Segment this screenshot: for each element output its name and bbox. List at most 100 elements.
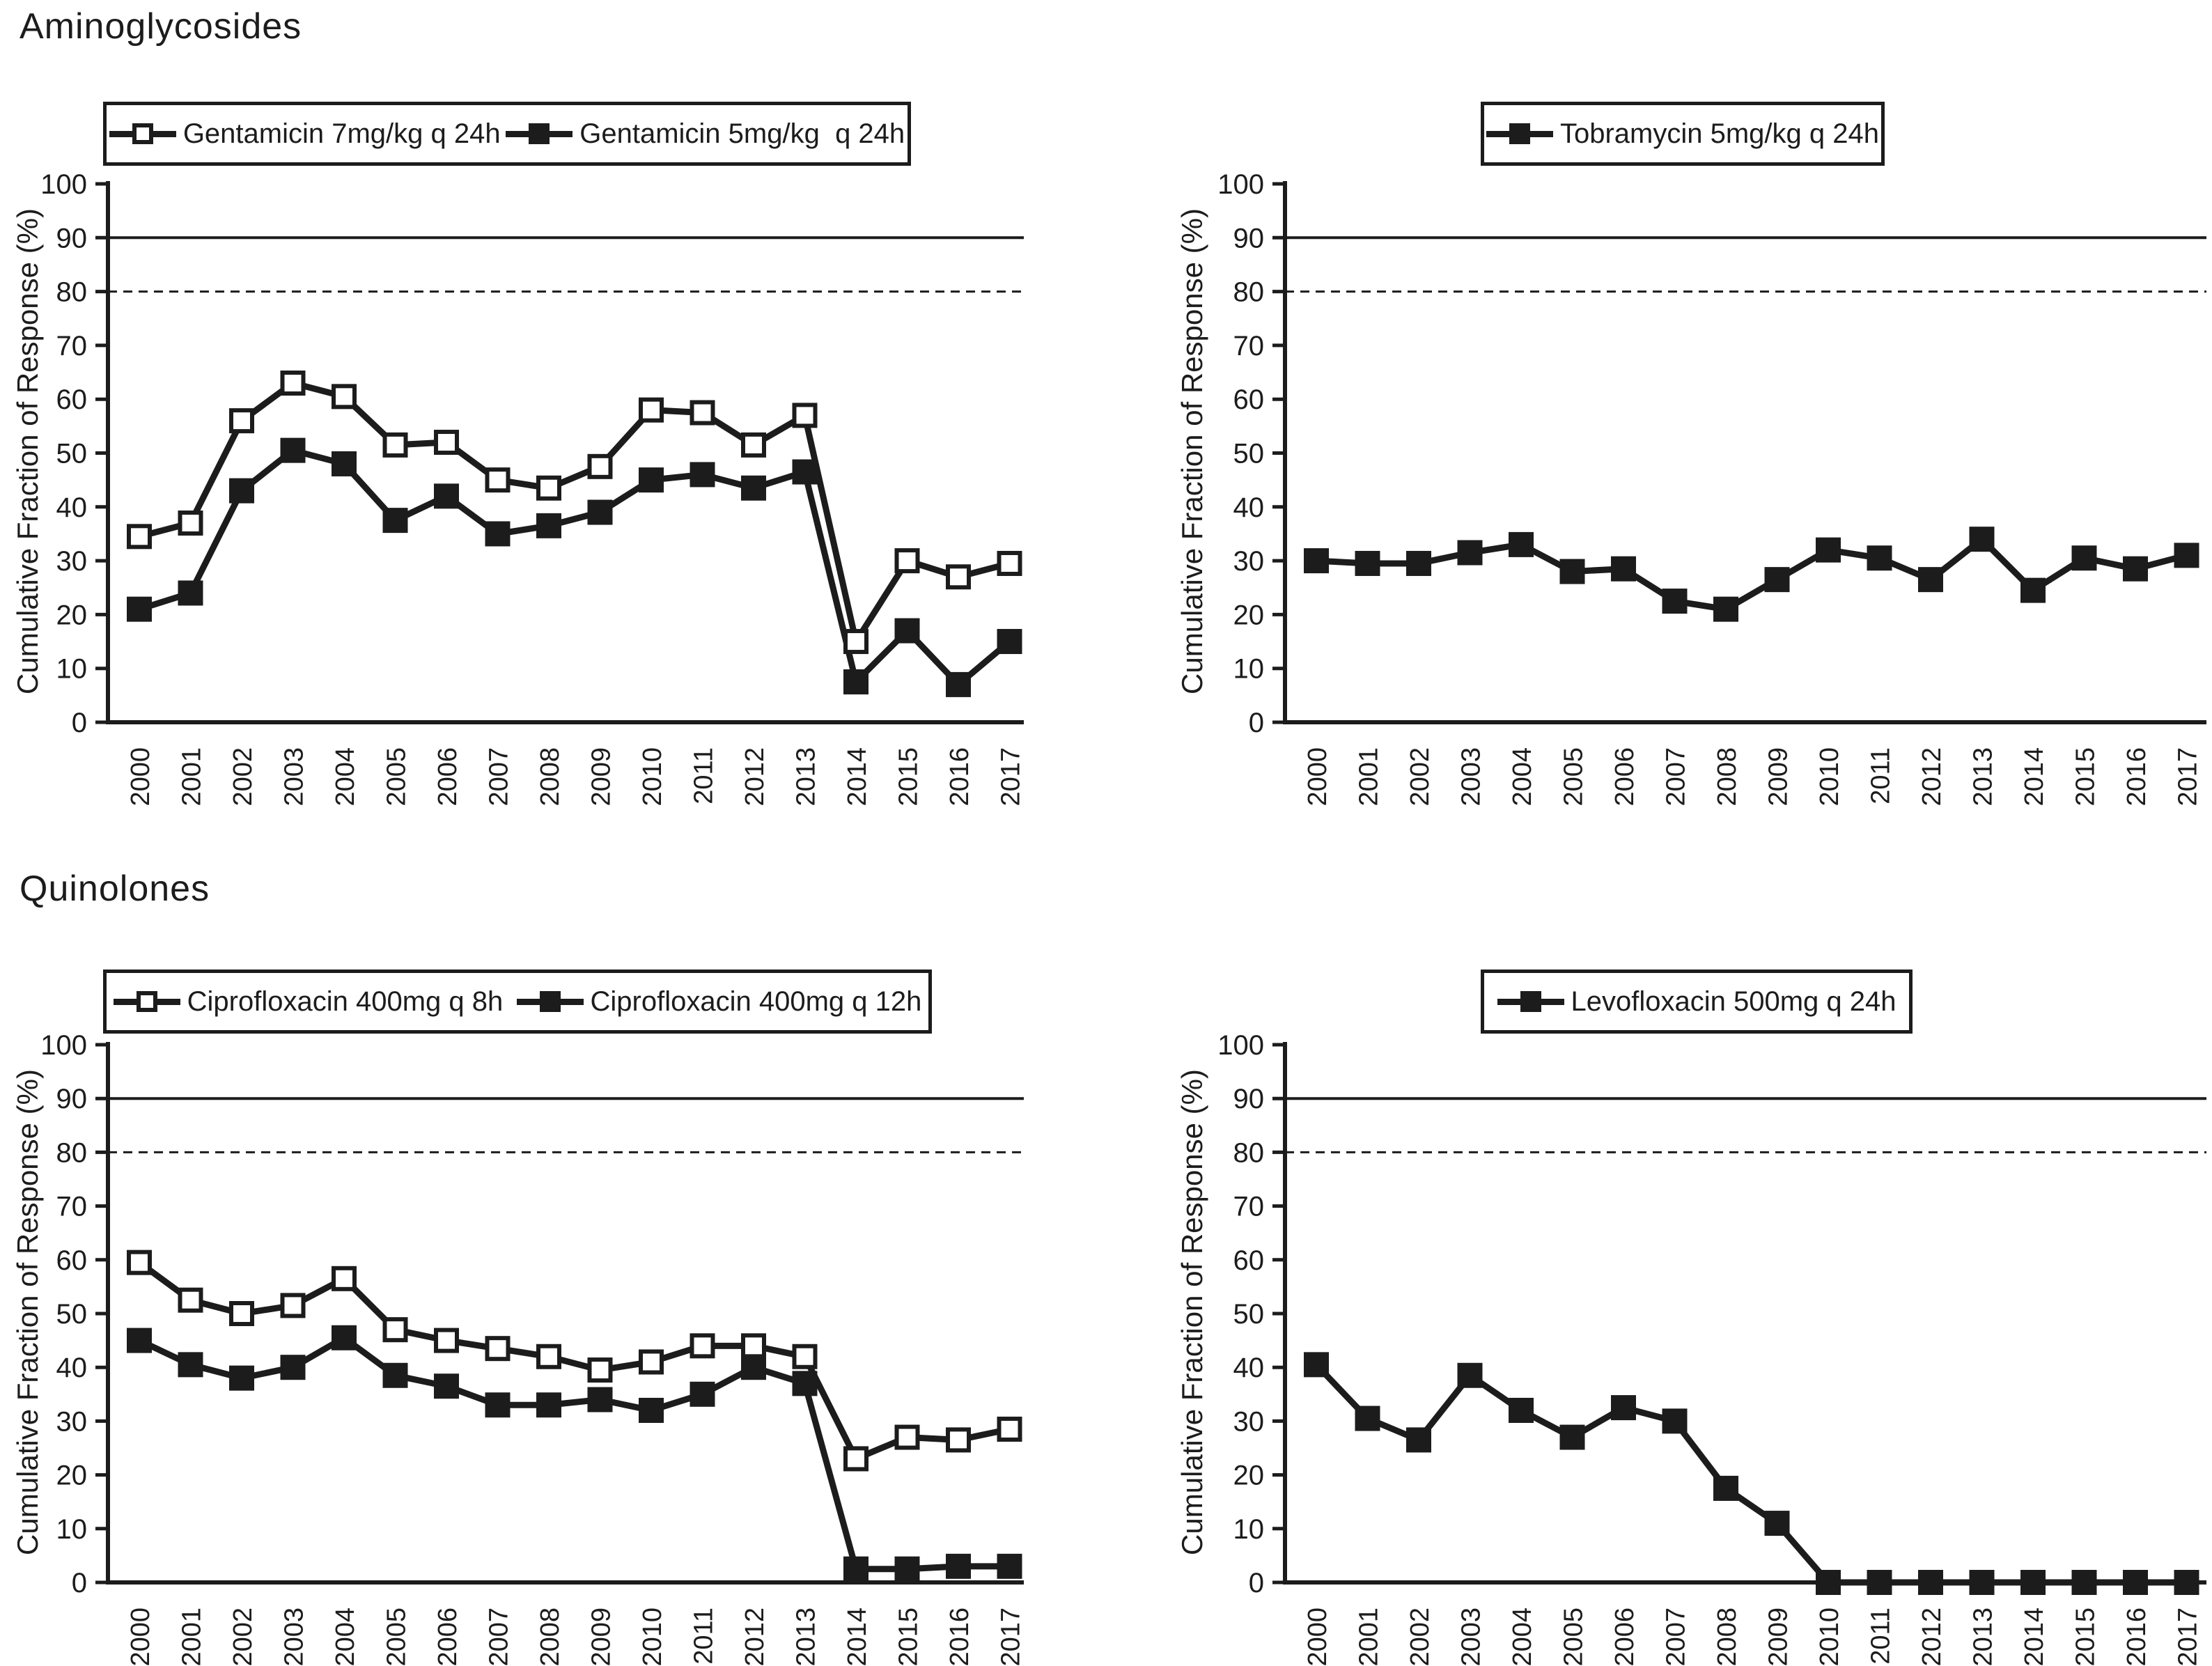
reference-lines xyxy=(108,236,1024,293)
svg-text:2009: 2009 xyxy=(587,747,616,807)
svg-text:20: 20 xyxy=(1233,1461,1265,1491)
svg-text:2014: 2014 xyxy=(2020,1607,2049,1666)
svg-text:2003: 2003 xyxy=(1457,1607,1486,1666)
svg-text:2014: 2014 xyxy=(843,747,872,807)
svg-text:60: 60 xyxy=(56,1245,88,1276)
legend-entry: Ciprofloxacin 400mg q 8h xyxy=(113,986,504,1018)
svg-text:2012: 2012 xyxy=(1917,747,1947,807)
legend-gentamicin: Gentamicin 7mg/kg q 24h Gentamicin 5mg/kg… xyxy=(103,102,911,166)
svg-text:100: 100 xyxy=(1217,169,1264,200)
svg-text:40: 40 xyxy=(56,1353,88,1383)
x-axis-labels: 2000 2001 2002 2003 2004 2005 2006 2007 2008 2009… xyxy=(126,747,1026,807)
svg-text:2008: 2008 xyxy=(1713,747,1742,807)
svg-text:2016: 2016 xyxy=(945,1607,974,1666)
svg-text:2010: 2010 xyxy=(638,747,667,807)
x-axis-labels: 2000 2001 2002 2003 2004 2005 2006 2007 2008 2009… xyxy=(1303,1607,2203,1666)
svg-text:2012: 2012 xyxy=(740,747,770,807)
svg-text:10: 10 xyxy=(56,1514,88,1545)
svg-text:2006: 2006 xyxy=(1610,747,1639,807)
svg-text:2010: 2010 xyxy=(638,1607,667,1666)
svg-text:80: 80 xyxy=(1233,1137,1265,1168)
svg-text:2002: 2002 xyxy=(228,1607,258,1666)
series-gentamicin-7mg-kg-q-24h xyxy=(127,371,1022,655)
svg-text:2003: 2003 xyxy=(1457,747,1486,807)
svg-text:80: 80 xyxy=(56,1137,88,1168)
svg-text:2014: 2014 xyxy=(843,1607,872,1666)
svg-text:0: 0 xyxy=(72,1568,87,1598)
svg-text:50: 50 xyxy=(1233,1299,1265,1330)
svg-text:2002: 2002 xyxy=(1405,747,1435,807)
svg-text:2004: 2004 xyxy=(1508,1607,1537,1666)
y-axis-ticks: 0 10 20 30 40 50 60 70 80 90 100 xyxy=(1217,1030,1285,1598)
svg-text:2006: 2006 xyxy=(1610,1607,1639,1666)
reference-lines xyxy=(1285,236,2206,293)
legend-entry: Ciprofloxacin 400mg q 12h xyxy=(516,986,921,1018)
svg-text:2000: 2000 xyxy=(126,1607,155,1666)
svg-text:2006: 2006 xyxy=(433,747,462,807)
svg-text:2001: 2001 xyxy=(178,1607,207,1666)
filled-square-marker-icon xyxy=(506,120,573,148)
svg-text:2005: 2005 xyxy=(1559,1607,1589,1666)
svg-text:0: 0 xyxy=(72,708,87,738)
svg-text:2017: 2017 xyxy=(2174,747,2203,807)
svg-text:90: 90 xyxy=(56,1084,88,1114)
svg-text:60: 60 xyxy=(56,384,88,415)
open-square-marker-icon xyxy=(113,988,180,1015)
svg-text:2007: 2007 xyxy=(1662,1607,1691,1666)
svg-text:2005: 2005 xyxy=(382,1607,412,1666)
svg-text:2001: 2001 xyxy=(1355,747,1384,807)
svg-text:2016: 2016 xyxy=(945,747,974,807)
svg-text:90: 90 xyxy=(56,223,88,254)
svg-text:70: 70 xyxy=(56,1192,88,1222)
svg-text:2003: 2003 xyxy=(280,747,309,807)
svg-text:30: 30 xyxy=(1233,546,1265,577)
svg-text:2007: 2007 xyxy=(1662,747,1691,807)
reference-lines xyxy=(108,1097,1024,1153)
reference-lines xyxy=(1285,1097,2206,1153)
svg-text:2005: 2005 xyxy=(382,747,412,807)
legend-label: Levofloxacin 500mg q 24h xyxy=(1571,986,1896,1017)
svg-text:40: 40 xyxy=(56,492,88,523)
svg-text:2011: 2011 xyxy=(1867,1607,1896,1665)
svg-text:80: 80 xyxy=(1233,277,1265,308)
svg-text:2000: 2000 xyxy=(126,747,155,807)
legend-label: Ciprofloxacin 400mg q 8h xyxy=(187,986,504,1017)
svg-text:2004: 2004 xyxy=(1508,747,1537,807)
svg-text:2013: 2013 xyxy=(1969,1607,1998,1666)
svg-text:70: 70 xyxy=(1233,1192,1265,1222)
svg-text:30: 30 xyxy=(1233,1406,1265,1437)
svg-text:2015: 2015 xyxy=(2071,747,2101,807)
legend-label: Tobramycin 5mg/kg q 24h xyxy=(1559,118,1879,149)
svg-text:30: 30 xyxy=(56,1406,88,1437)
svg-text:2004: 2004 xyxy=(331,1607,360,1666)
svg-text:2017: 2017 xyxy=(997,1607,1026,1666)
svg-text:2011: 2011 xyxy=(690,1607,719,1665)
svg-text:2013: 2013 xyxy=(1969,747,1998,807)
section-title-quinolones: Quinolones xyxy=(20,869,210,909)
legend-entry: Tobramycin 5mg/kg q 24h xyxy=(1486,118,1879,150)
legend-entry: Gentamicin 5mg/kg q 24h xyxy=(506,118,905,150)
series-gentamicin-5mg-kg-q-24h xyxy=(127,437,1022,697)
legend-tobramycin: Tobramycin 5mg/kg q 24h xyxy=(1481,102,1885,166)
svg-text:2015: 2015 xyxy=(894,747,924,807)
svg-text:2016: 2016 xyxy=(2122,1607,2151,1666)
svg-text:2008: 2008 xyxy=(536,1607,565,1666)
svg-text:100: 100 xyxy=(1217,1030,1264,1061)
svg-text:20: 20 xyxy=(56,1461,88,1491)
legend-ciprofloxacin: Ciprofloxacin 400mg q 8h Ciprofloxacin 40… xyxy=(103,970,932,1034)
svg-text:2001: 2001 xyxy=(178,747,207,807)
filled-square-marker-icon xyxy=(1486,120,1553,148)
section-title-aminoglycosides: Aminoglycosides xyxy=(20,6,302,47)
svg-text:2000: 2000 xyxy=(1303,1607,1332,1666)
legend-levofloxacin: Levofloxacin 500mg q 24h xyxy=(1481,970,1913,1034)
svg-text:2002: 2002 xyxy=(228,747,258,807)
svg-text:50: 50 xyxy=(56,439,88,469)
y-axis-ticks: 0 10 20 30 40 50 60 70 80 90 100 xyxy=(40,1030,108,1598)
legend-entry: Gentamicin 7mg/kg q 24h xyxy=(109,118,501,150)
svg-text:2011: 2011 xyxy=(690,747,719,804)
